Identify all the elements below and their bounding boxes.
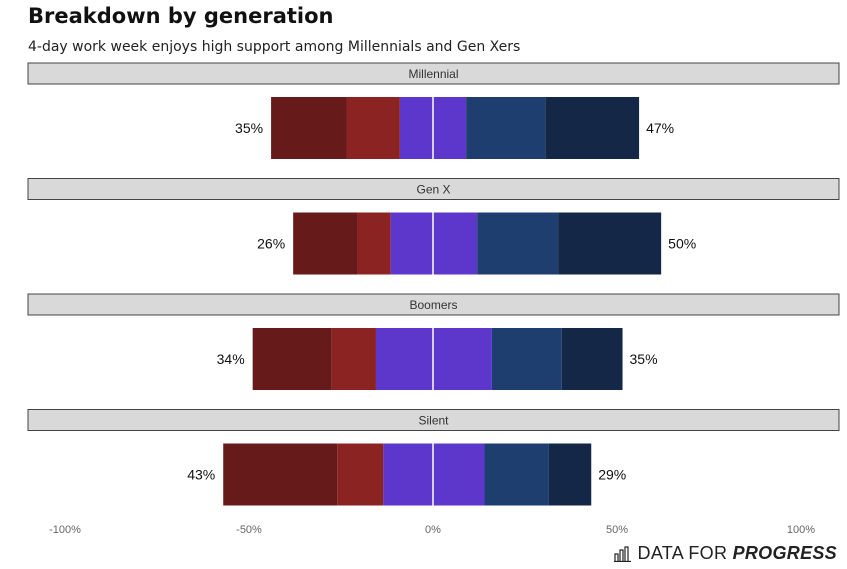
- bar-segment: [375, 328, 433, 390]
- oppose-label: 34%: [217, 351, 245, 367]
- bar-segment: [252, 328, 332, 390]
- bar-segment: [433, 97, 467, 159]
- bar-segment: [433, 443, 485, 506]
- bar-segment: [223, 443, 338, 506]
- bar-segment: [548, 443, 592, 506]
- facet-label: Boomers: [409, 298, 457, 312]
- support-label: 47%: [646, 120, 674, 136]
- facet-label: Silent: [418, 414, 449, 428]
- logo-text-part2: PROGRESS: [732, 543, 837, 563]
- bar-segment: [545, 97, 640, 159]
- bar-segment: [337, 443, 384, 506]
- bar-segment: [484, 443, 549, 506]
- bar-segment: [293, 212, 358, 275]
- x-tick-label: -50%: [236, 524, 262, 536]
- x-tick-label: 100%: [787, 524, 815, 536]
- facet-strip: [27, 293, 840, 316]
- oppose-label: 35%: [235, 120, 263, 136]
- bar-segment: [466, 97, 546, 159]
- bar-segment: [331, 328, 376, 390]
- facet-strip: [27, 409, 840, 431]
- bar-segment: [491, 328, 562, 390]
- bar-segment: [477, 212, 559, 275]
- bar-segment: [271, 97, 347, 159]
- x-tick-label: 0%: [425, 524, 441, 536]
- bar-segment: [390, 212, 433, 275]
- bar-segment: [433, 212, 478, 275]
- oppose-label: 43%: [187, 467, 215, 483]
- data-for-progress-logo: DATA FOR PROGRESS: [613, 543, 837, 564]
- bar-segment: [346, 97, 400, 159]
- chart-subtitle: 4-day work week enjoys high support amon…: [28, 39, 521, 55]
- bar-segment: [399, 97, 433, 159]
- bar-segment: [383, 443, 433, 506]
- bar-segment: [561, 328, 623, 390]
- support-label: 50%: [668, 236, 696, 252]
- support-label: 35%: [630, 351, 658, 367]
- bar-segment: [433, 328, 492, 390]
- facet-strip: [27, 178, 840, 200]
- bar-segment: [558, 212, 662, 275]
- x-tick-label: -100%: [49, 524, 81, 536]
- facet-label: Millennial: [408, 67, 458, 81]
- oppose-label: 26%: [257, 236, 285, 252]
- support-label: 29%: [598, 467, 626, 483]
- logo-text-part1: DATA FOR: [637, 543, 733, 563]
- facet-strip: [27, 62, 840, 85]
- facet-label: Gen X: [416, 183, 450, 197]
- bar-segment: [357, 212, 391, 275]
- chart-title: Breakdown by generation: [28, 4, 334, 28]
- x-tick-label: 50%: [606, 524, 628, 536]
- bar-chart-icon: [613, 545, 631, 562]
